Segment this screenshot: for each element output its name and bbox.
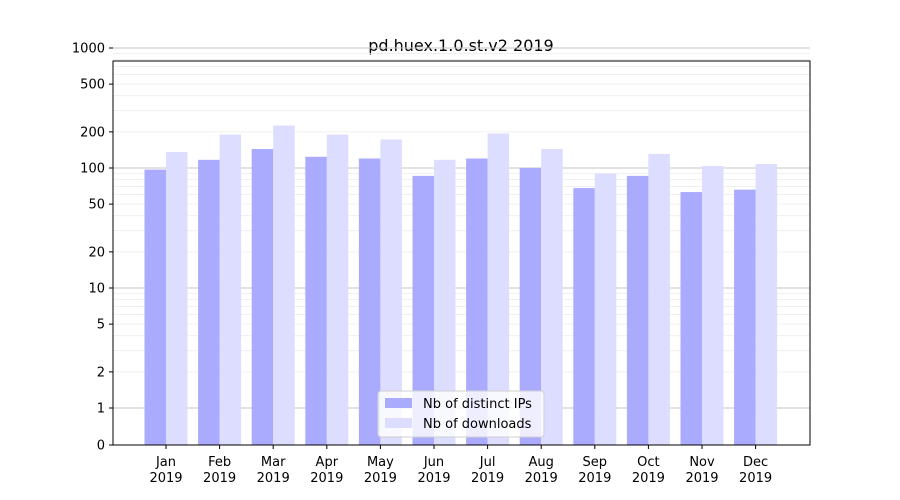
y-tick-label: 1 [97, 402, 105, 417]
bar-downloads [702, 165, 724, 445]
x-tick-label-month: Jan [155, 455, 176, 470]
x-tick-label-month: Apr [316, 455, 339, 470]
bar-downloads [541, 148, 563, 445]
bar-distinct-ips [144, 169, 166, 445]
y-tick-label: 0 [97, 439, 105, 454]
bar-downloads [273, 125, 295, 445]
legend-box [377, 390, 545, 438]
bar-downloads [648, 153, 670, 446]
y-axis: 0 1 2 5 10 20 50 100 200 500 1000 [72, 42, 113, 454]
x-tick-label-year: 2019 [471, 471, 504, 486]
bar-distinct-ips [251, 148, 274, 445]
bar-downloads [166, 151, 188, 445]
y-tick-label: 500 [80, 78, 105, 93]
bar-downloads [219, 134, 242, 445]
x-tick-label-month: Mar [261, 455, 286, 470]
y-tick-label: 5 [97, 318, 105, 333]
y-tick-label: 1000 [72, 42, 105, 57]
y-tick-label: 2 [97, 365, 105, 380]
x-tick-label-month: Nov [689, 455, 715, 470]
bar-distinct-ips [626, 175, 649, 446]
x-tick-label-year: 2019 [632, 471, 665, 486]
bar-distinct-ips [305, 156, 327, 445]
legend: Nb of distinct IPs Nb of downloads [377, 390, 545, 438]
x-tick-label-year: 2019 [203, 471, 236, 486]
bar-distinct-ips [519, 168, 542, 445]
bars [144, 125, 778, 446]
chart-title: pd.huex.1.0.st.v2 2019 [368, 36, 553, 55]
y-tick-label: 10 [88, 282, 105, 297]
x-tick-label-year: 2019 [685, 471, 718, 486]
bar-downloads [380, 139, 402, 446]
x-tick-label-month: Sep [583, 455, 608, 470]
bar-distinct-ips [466, 158, 488, 446]
legend-swatch [385, 398, 412, 408]
x-tick-label-month: Oct [637, 455, 659, 470]
x-tick-label-year: 2019 [149, 471, 182, 486]
bar-distinct-ips [358, 158, 381, 446]
x-tick-label-year: 2019 [310, 471, 343, 486]
bar-downloads [755, 163, 778, 446]
bar-downloads [326, 134, 349, 445]
x-tick-label-month: Feb [208, 455, 231, 470]
x-tick-label-month: Jul [479, 455, 496, 470]
y-tick-label: 200 [80, 125, 105, 140]
bar-distinct-ips [198, 159, 220, 446]
x-tick-label-year: 2019 [578, 471, 611, 486]
plot-frame [112, 60, 811, 446]
y-tick-label: 100 [80, 162, 105, 177]
bar-downloads [487, 133, 510, 445]
bar-distinct-ips [573, 188, 595, 445]
bar-downloads [594, 173, 617, 445]
bar-downloads [434, 159, 456, 446]
bar-distinct-ips [412, 175, 434, 446]
x-tick-label-month: Dec [743, 455, 768, 470]
x-tick-label-year: 2019 [364, 471, 397, 486]
x-tick-label-year: 2019 [417, 471, 450, 486]
x-axis: Jan2019Feb2019Mar2019Apr2019May2019Jun20… [149, 445, 772, 486]
x-tick-label-month: Jun [423, 455, 444, 470]
bar-distinct-ips [734, 189, 756, 445]
legend-label: Nb of distinct IPs [423, 397, 532, 412]
x-tick-label-year: 2019 [739, 471, 772, 486]
x-tick-label-month: Aug [529, 455, 554, 470]
x-tick-label-year: 2019 [257, 471, 290, 486]
legend-label: Nb of downloads [423, 417, 532, 432]
bar-distinct-ips [680, 192, 702, 445]
x-tick-label-month: May [367, 455, 394, 470]
legend-swatch [385, 418, 412, 428]
y-tick-label: 20 [88, 245, 105, 260]
y-tick-label: 50 [88, 198, 105, 213]
x-tick-label-year: 2019 [525, 471, 558, 486]
